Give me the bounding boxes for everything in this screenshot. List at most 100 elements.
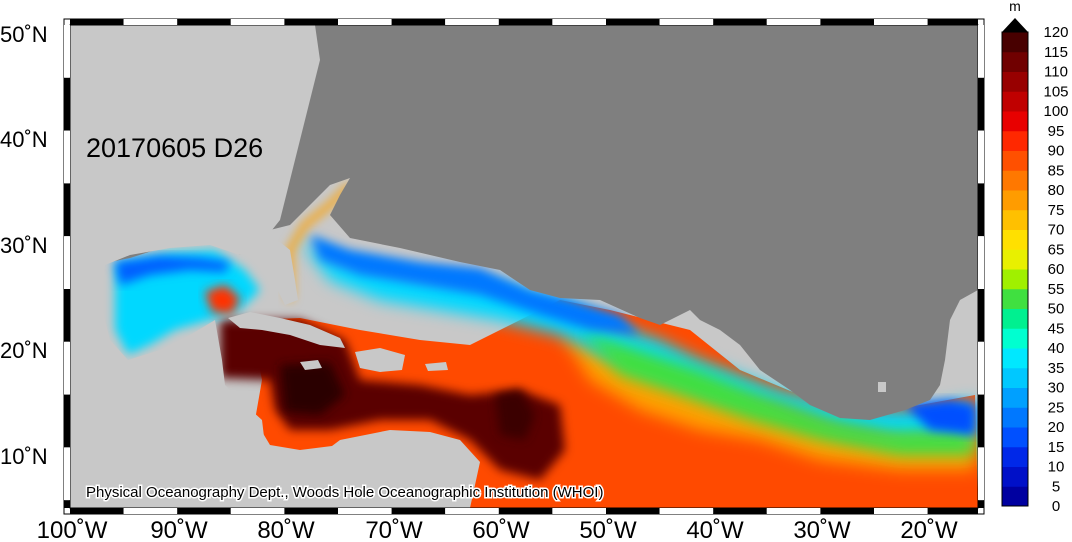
island-puerto-rico (425, 362, 448, 371)
colorbar-swatch (1002, 32, 1028, 53)
colorbar-swatch (1002, 51, 1028, 72)
frame-segment-top (338, 19, 392, 25)
frame-segment-top (284, 19, 338, 25)
frame-segment-left (64, 289, 70, 342)
credit-label: Physical Oceanography Dept., Woods Hole … (86, 484, 603, 501)
colorbar-tick-label: 110 (1044, 64, 1068, 81)
ocean-field-blue-east (905, 400, 975, 435)
frame-segment-bottom (284, 508, 338, 514)
colorbar-tick-label: 60 (1048, 261, 1065, 278)
colorbar-swatch (1002, 466, 1028, 487)
lon-label: 60˚W (472, 517, 530, 542)
frame-segment-right (978, 77, 984, 131)
colorbar-tick-label: 85 (1048, 162, 1065, 179)
frame-segment-top (70, 19, 124, 25)
colorbar-tick-label: 35 (1048, 360, 1065, 377)
frame-segment-left (64, 500, 70, 508)
colorbar-swatch (1002, 229, 1028, 250)
frame-segment-top (123, 19, 178, 25)
frame-segment-bottom (713, 508, 767, 514)
colorbar-tick-label: 45 (1048, 320, 1065, 337)
colorbar: m 0 5 10 15 20 25 30 35 40 45 50 55 60 65 70 75 80 85 90 95… (1001, 0, 1069, 515)
frame-segment-bottom (927, 508, 978, 514)
frame-segment-top (820, 19, 874, 25)
ocean-field-core-east (495, 390, 535, 440)
frame-segment-left (64, 130, 70, 184)
colorbar-swatch (1002, 170, 1028, 191)
colorbar-swatch (1002, 387, 1028, 408)
frame-segment-bottom (874, 508, 928, 514)
colorbar-arrow (1002, 18, 1028, 32)
lon-label: 100˚W (37, 517, 108, 542)
frame-segment-left (64, 183, 70, 237)
lon-label: 80˚W (257, 517, 315, 542)
frame-segment-top (552, 19, 606, 25)
gulf-loop-current (205, 285, 240, 314)
frame-segment-bottom (820, 508, 874, 514)
frame-segment-top (766, 19, 821, 25)
colorbar-swatch (1002, 209, 1028, 230)
frame-segment-left (64, 77, 70, 131)
colorbar-swatch (1002, 288, 1028, 309)
colorbar-tick-label: 100 (1043, 103, 1068, 120)
colorbar-tick-label: 30 (1048, 380, 1065, 397)
frame-segment-bottom (445, 508, 499, 514)
land-florida (262, 242, 298, 305)
lon-label: 40˚W (686, 517, 744, 542)
frame-segment-top (606, 19, 660, 25)
island-hispaniola (355, 348, 405, 372)
colorbar-tick-label: 80 (1048, 182, 1065, 199)
colorbar-swatch (1002, 446, 1028, 467)
colorbar-swatch (1002, 427, 1028, 448)
lon-label: 70˚W (365, 517, 423, 542)
gulf-field-base (115, 250, 260, 355)
island-azores-patch (878, 382, 886, 392)
colorbar-tick-label: 120 (1043, 24, 1068, 41)
colorbar-swatches (1002, 32, 1028, 507)
frame-segment-top (445, 19, 499, 25)
frame-segment-left (64, 447, 70, 501)
colorbar-swatch (1002, 111, 1028, 132)
ocean-field-blue-edge (310, 235, 640, 335)
lat-label: 10˚N (0, 444, 48, 469)
frame-segment-top (391, 19, 446, 25)
frame-segment-bottom (177, 508, 231, 514)
lat-label: 30˚N (0, 233, 48, 258)
frame-segment-bottom (70, 508, 124, 514)
colorbar-tick-label: 105 (1043, 83, 1068, 100)
frame-segment-top (927, 19, 978, 25)
lon-label: 20˚W (900, 517, 958, 542)
colorbar-swatch (1002, 71, 1028, 92)
colorbar-tick-label: 0 (1052, 498, 1060, 515)
frame-segment-right (978, 236, 984, 289)
colorbar-tick-label: 65 (1048, 241, 1065, 258)
lat-axis-labels: 50˚N 40˚N 30˚N 20˚N 10˚N (0, 22, 48, 469)
colorbar-swatch (1002, 190, 1028, 211)
date-label: 20170605 D26 (86, 133, 263, 163)
frame-segment-right (978, 289, 984, 342)
lon-label: 50˚W (579, 517, 637, 542)
colorbar-swatch (1002, 308, 1028, 329)
frame-segment-top (659, 19, 714, 25)
colorbar-tick-label: 10 (1048, 459, 1065, 476)
colorbar-tick-label: 5 (1052, 478, 1060, 495)
lat-label: 40˚N (0, 127, 48, 152)
lon-label: 30˚W (793, 517, 851, 542)
lat-label: 20˚N (0, 338, 48, 363)
frame-segment-bottom (659, 508, 714, 514)
frame-segment-bottom (498, 508, 553, 514)
frame-segment-top (230, 19, 285, 25)
colorbar-swatch (1002, 348, 1028, 369)
frame-segment-left (64, 341, 70, 395)
colorbar-swatch (1002, 486, 1028, 507)
frame-segment-right (978, 183, 984, 237)
colorbar-tick-label: 95 (1048, 123, 1065, 140)
frame-segment-top (713, 19, 767, 25)
ocean-field-deep-core (220, 320, 565, 480)
ocean-field-green-band (580, 330, 975, 455)
colorbar-ticks: 0 5 10 15 20 25 30 35 40 45 50 55 60 65 70 75 80 85 90 95 10… (1043, 24, 1068, 515)
colorbar-swatch (1002, 91, 1028, 112)
land-north-america (110, 25, 978, 420)
map-frame (63, 18, 985, 515)
